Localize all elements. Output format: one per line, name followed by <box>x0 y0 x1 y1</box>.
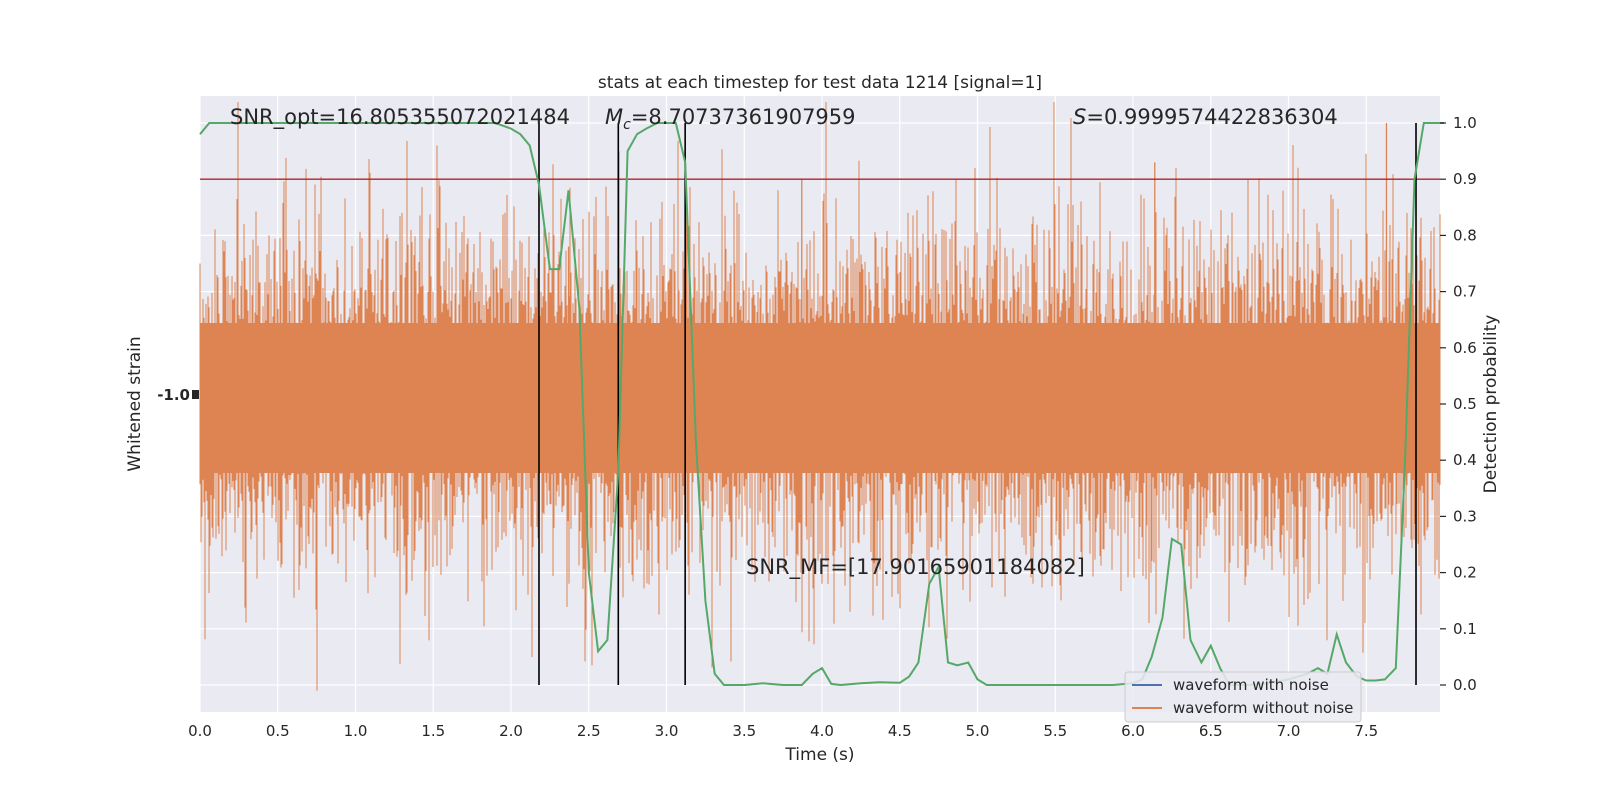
y-right-tick-label: 0.6 <box>1453 339 1477 357</box>
y-right-tick-label: 0.3 <box>1453 507 1477 525</box>
x-tick-label: 1.5 <box>421 722 445 740</box>
y-right-tick-label: 0.4 <box>1453 451 1477 469</box>
y-right-tick-label: 1.0 <box>1453 114 1477 132</box>
s-symbol: S <box>1073 105 1086 129</box>
y-right-axis-label: Detection probability <box>1481 315 1501 494</box>
x-tick-label: 6.5 <box>1199 722 1223 740</box>
y-right-tick-label: 0.8 <box>1453 226 1477 244</box>
y-right-axis-ticks: 0.0 0.1 0.2 0.3 0.4 0.5 0.6 0.7 0.8 0.9 1.0 <box>1440 114 1477 694</box>
x-tick-label: 3.0 <box>655 722 679 740</box>
snr-opt-annotation: SNR_opt=16.805355072021484 <box>230 105 570 130</box>
x-tick-label: 1.0 <box>344 722 368 740</box>
y-left-tick-mark <box>192 390 199 399</box>
y-right-tick-label: 0.5 <box>1453 395 1477 413</box>
x-tick-label: 4.0 <box>810 722 834 740</box>
chirp-mass-annotation: Mc=8.70737361907959 <box>605 105 856 133</box>
y-right-tick-label: 0.1 <box>1453 620 1477 638</box>
legend: waveform with noise waveform without noi… <box>1124 671 1362 723</box>
x-tick-label: 3.5 <box>732 722 756 740</box>
x-tick-label: 7.5 <box>1354 722 1378 740</box>
x-tick-label: 7.0 <box>1277 722 1301 740</box>
x-tick-label: 2.0 <box>499 722 523 740</box>
chirp-mass-subscript: c <box>623 117 631 133</box>
chirp-mass-symbol: M <box>605 105 623 129</box>
y-left-axis-label: Whitened strain <box>125 336 145 471</box>
y-right-tick-label: 0.7 <box>1453 283 1477 301</box>
legend-label-clean: waveform without noise <box>1173 699 1353 717</box>
x-tick-label: 0.0 <box>188 722 212 740</box>
x-axis-label: Time (s) <box>784 745 854 765</box>
x-tick-label: 2.5 <box>577 722 601 740</box>
s-value: =0.9999574422836304 <box>1086 105 1337 129</box>
x-tick-label: 6.0 <box>1121 722 1145 740</box>
legend-label-noise: waveform with noise <box>1173 676 1329 694</box>
y-right-tick-label: 0.2 <box>1453 564 1477 582</box>
x-tick-label: 4.5 <box>888 722 912 740</box>
y-right-tick-label: 0.0 <box>1453 676 1477 694</box>
x-axis-ticks: 0.0 0.5 1.0 1.5 2.0 2.5 3.0 3.5 4.0 4.5 5.0 5.5 6.0 6… <box>188 722 1378 740</box>
waveform-spikes <box>199 102 1441 691</box>
legend-box <box>1124 671 1362 723</box>
snr-mf-annotation: SNR_MF=[17.90165901184082] <box>746 555 1085 580</box>
chart-title: stats at each timestep for test data 121… <box>598 73 1042 93</box>
y-right-tick-label: 0.9 <box>1453 170 1477 188</box>
chirp-mass-value: =8.70737361907959 <box>631 105 856 129</box>
x-tick-label: 5.5 <box>1043 722 1067 740</box>
x-tick-label: 5.0 <box>966 722 990 740</box>
s-annotation: S=0.9999574422836304 <box>1073 105 1338 129</box>
y-left-tick-label: -1.0 <box>157 386 190 404</box>
waveform-without-noise-series <box>199 102 1441 691</box>
x-tick-label: 0.5 <box>266 722 290 740</box>
vertical-markers <box>538 123 1417 685</box>
